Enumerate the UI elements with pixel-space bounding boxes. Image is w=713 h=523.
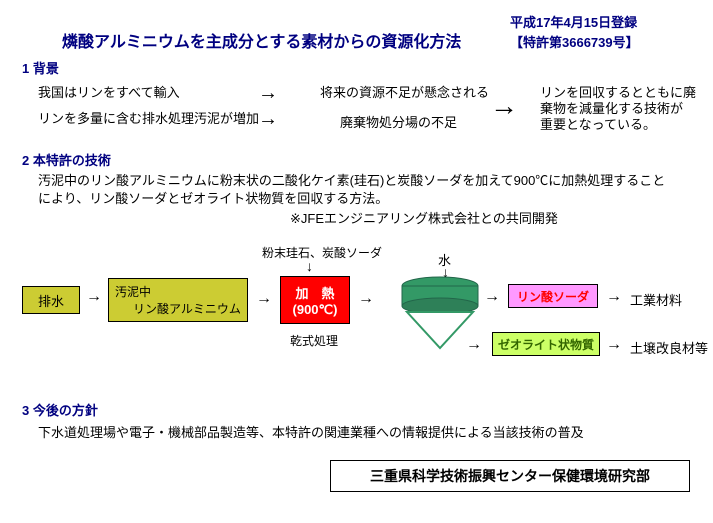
s1-line2: リンを多量に含む排水処理汚泥が増加 [38, 108, 259, 127]
s3-body: 下水道処理場や電子・機械部品製造等、本特許の関連業種への情報提供による当該技術の… [38, 422, 678, 441]
arrow-d3: → [358, 290, 374, 308]
out2-target: 土壌改良材等 [630, 338, 708, 357]
patent-number: 【特許第3666739号】 [510, 32, 639, 51]
box2-l2: リン酸アルミニウム [115, 300, 241, 317]
s2-note: ※JFEエンジニアリング株式会社との共同開発 [290, 208, 558, 227]
arrow-o1b: → [606, 288, 622, 306]
arrow-o2b: → [606, 336, 622, 354]
box-phosphate: リン酸ソーダ [508, 284, 598, 308]
s2-body: 汚泥中のリン酸アルミニウムに粉末状の二酸化ケイ素(珪石)と炭酸ソーダを加えて90… [38, 172, 678, 208]
arrow-1: → [258, 82, 278, 105]
box-heat: 加 熱 (900℃) [280, 276, 350, 324]
arrow-d2: → [256, 290, 272, 308]
s1-r3: 重要となっている。 [540, 114, 656, 133]
box3-l1: 加 熱 [295, 283, 334, 302]
box-zeolite: ゼオライト状物質 [492, 332, 600, 356]
section1-heading: 1 背景 [22, 58, 59, 77]
box3-l2: (900℃) [293, 302, 338, 318]
box-sludge: 汚泥中 リン酸アルミニウム [108, 278, 248, 322]
box2-l1: 汚泥中 [109, 283, 151, 300]
section3-heading: 3 今後の方針 [22, 400, 98, 419]
box-wastewater: 排水 [22, 286, 80, 314]
org-box: 三重県科学技術振興センター保健環境研究部 [330, 460, 690, 492]
arrow-down1: ↓ [306, 258, 313, 274]
arrow-d1: → [86, 288, 102, 306]
input-label: 粉末珪石、炭酸ソーダ [262, 244, 382, 261]
s1-mid1: 将来の資源不足が懸念される [320, 82, 489, 101]
page-title: 燐酸アルミニウムを主成分とする素材からの資源化方法 [62, 28, 461, 52]
arrow-o1: → [484, 288, 500, 306]
s1-mid2: 廃棄物処分場の不足 [340, 112, 457, 131]
arrow-o2: → [466, 336, 482, 354]
dry-label: 乾式処理 [290, 332, 338, 349]
arrow-big: → [490, 90, 518, 122]
arrow-2: → [258, 108, 278, 131]
section2-heading: 2 本特許の技術 [22, 150, 111, 169]
s1-line1: 我国はリンをすべて輸入 [38, 82, 180, 101]
registration-date: 平成17年4月15日登録 [510, 12, 637, 31]
out1-target: 工業材料 [630, 290, 682, 309]
